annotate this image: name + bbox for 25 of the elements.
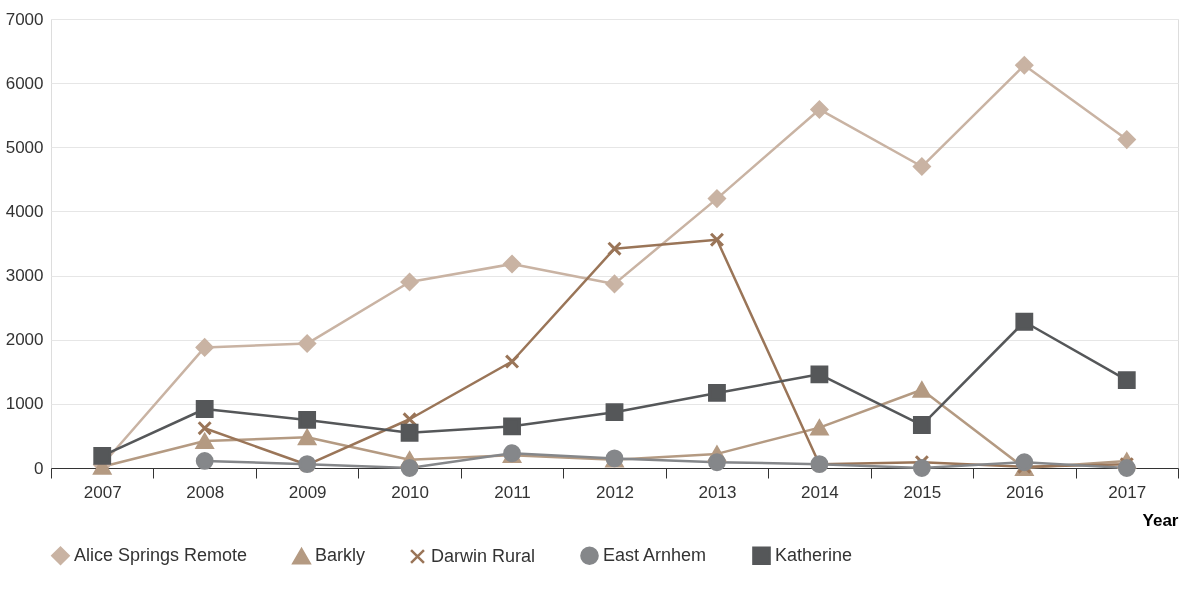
y-tick-label: 5000 <box>5 137 44 157</box>
x-tick-label: 2010 <box>391 482 429 502</box>
y-tick-label: 7000 <box>5 9 44 29</box>
y-tick-label: 3000 <box>5 266 44 286</box>
y-tick-label: 6000 <box>5 73 44 93</box>
x-tick-label: 2011 <box>494 482 531 502</box>
legend-label: Barkly <box>315 545 366 566</box>
y-tick-label: 0 <box>34 458 44 478</box>
y-tick-label: 2000 <box>5 330 44 350</box>
x-tick-label: 2013 <box>698 482 737 502</box>
legend-label: Katherine <box>775 544 853 565</box>
x-tick-label: 2012 <box>596 482 634 502</box>
legend-label: Darwin Rural <box>431 545 536 566</box>
legend-label: East Arnhem <box>603 544 707 565</box>
x-tick-label: 2009 <box>288 482 327 502</box>
x-tick-label: 2014 <box>801 482 839 502</box>
x-axis-title: Year <box>1142 510 1179 530</box>
x-tick-label: 2008 <box>186 482 225 502</box>
x-tick-label: 2015 <box>903 482 942 502</box>
x-tick-label: 2007 <box>83 482 122 502</box>
legend-label: Alice Springs Remote <box>74 544 248 565</box>
y-tick-label: 4000 <box>5 201 44 221</box>
x-tick-label: 2016 <box>1005 482 1044 502</box>
y-tick-label: 1000 <box>5 394 44 414</box>
x-tick-label: 2017 <box>1108 482 1147 502</box>
